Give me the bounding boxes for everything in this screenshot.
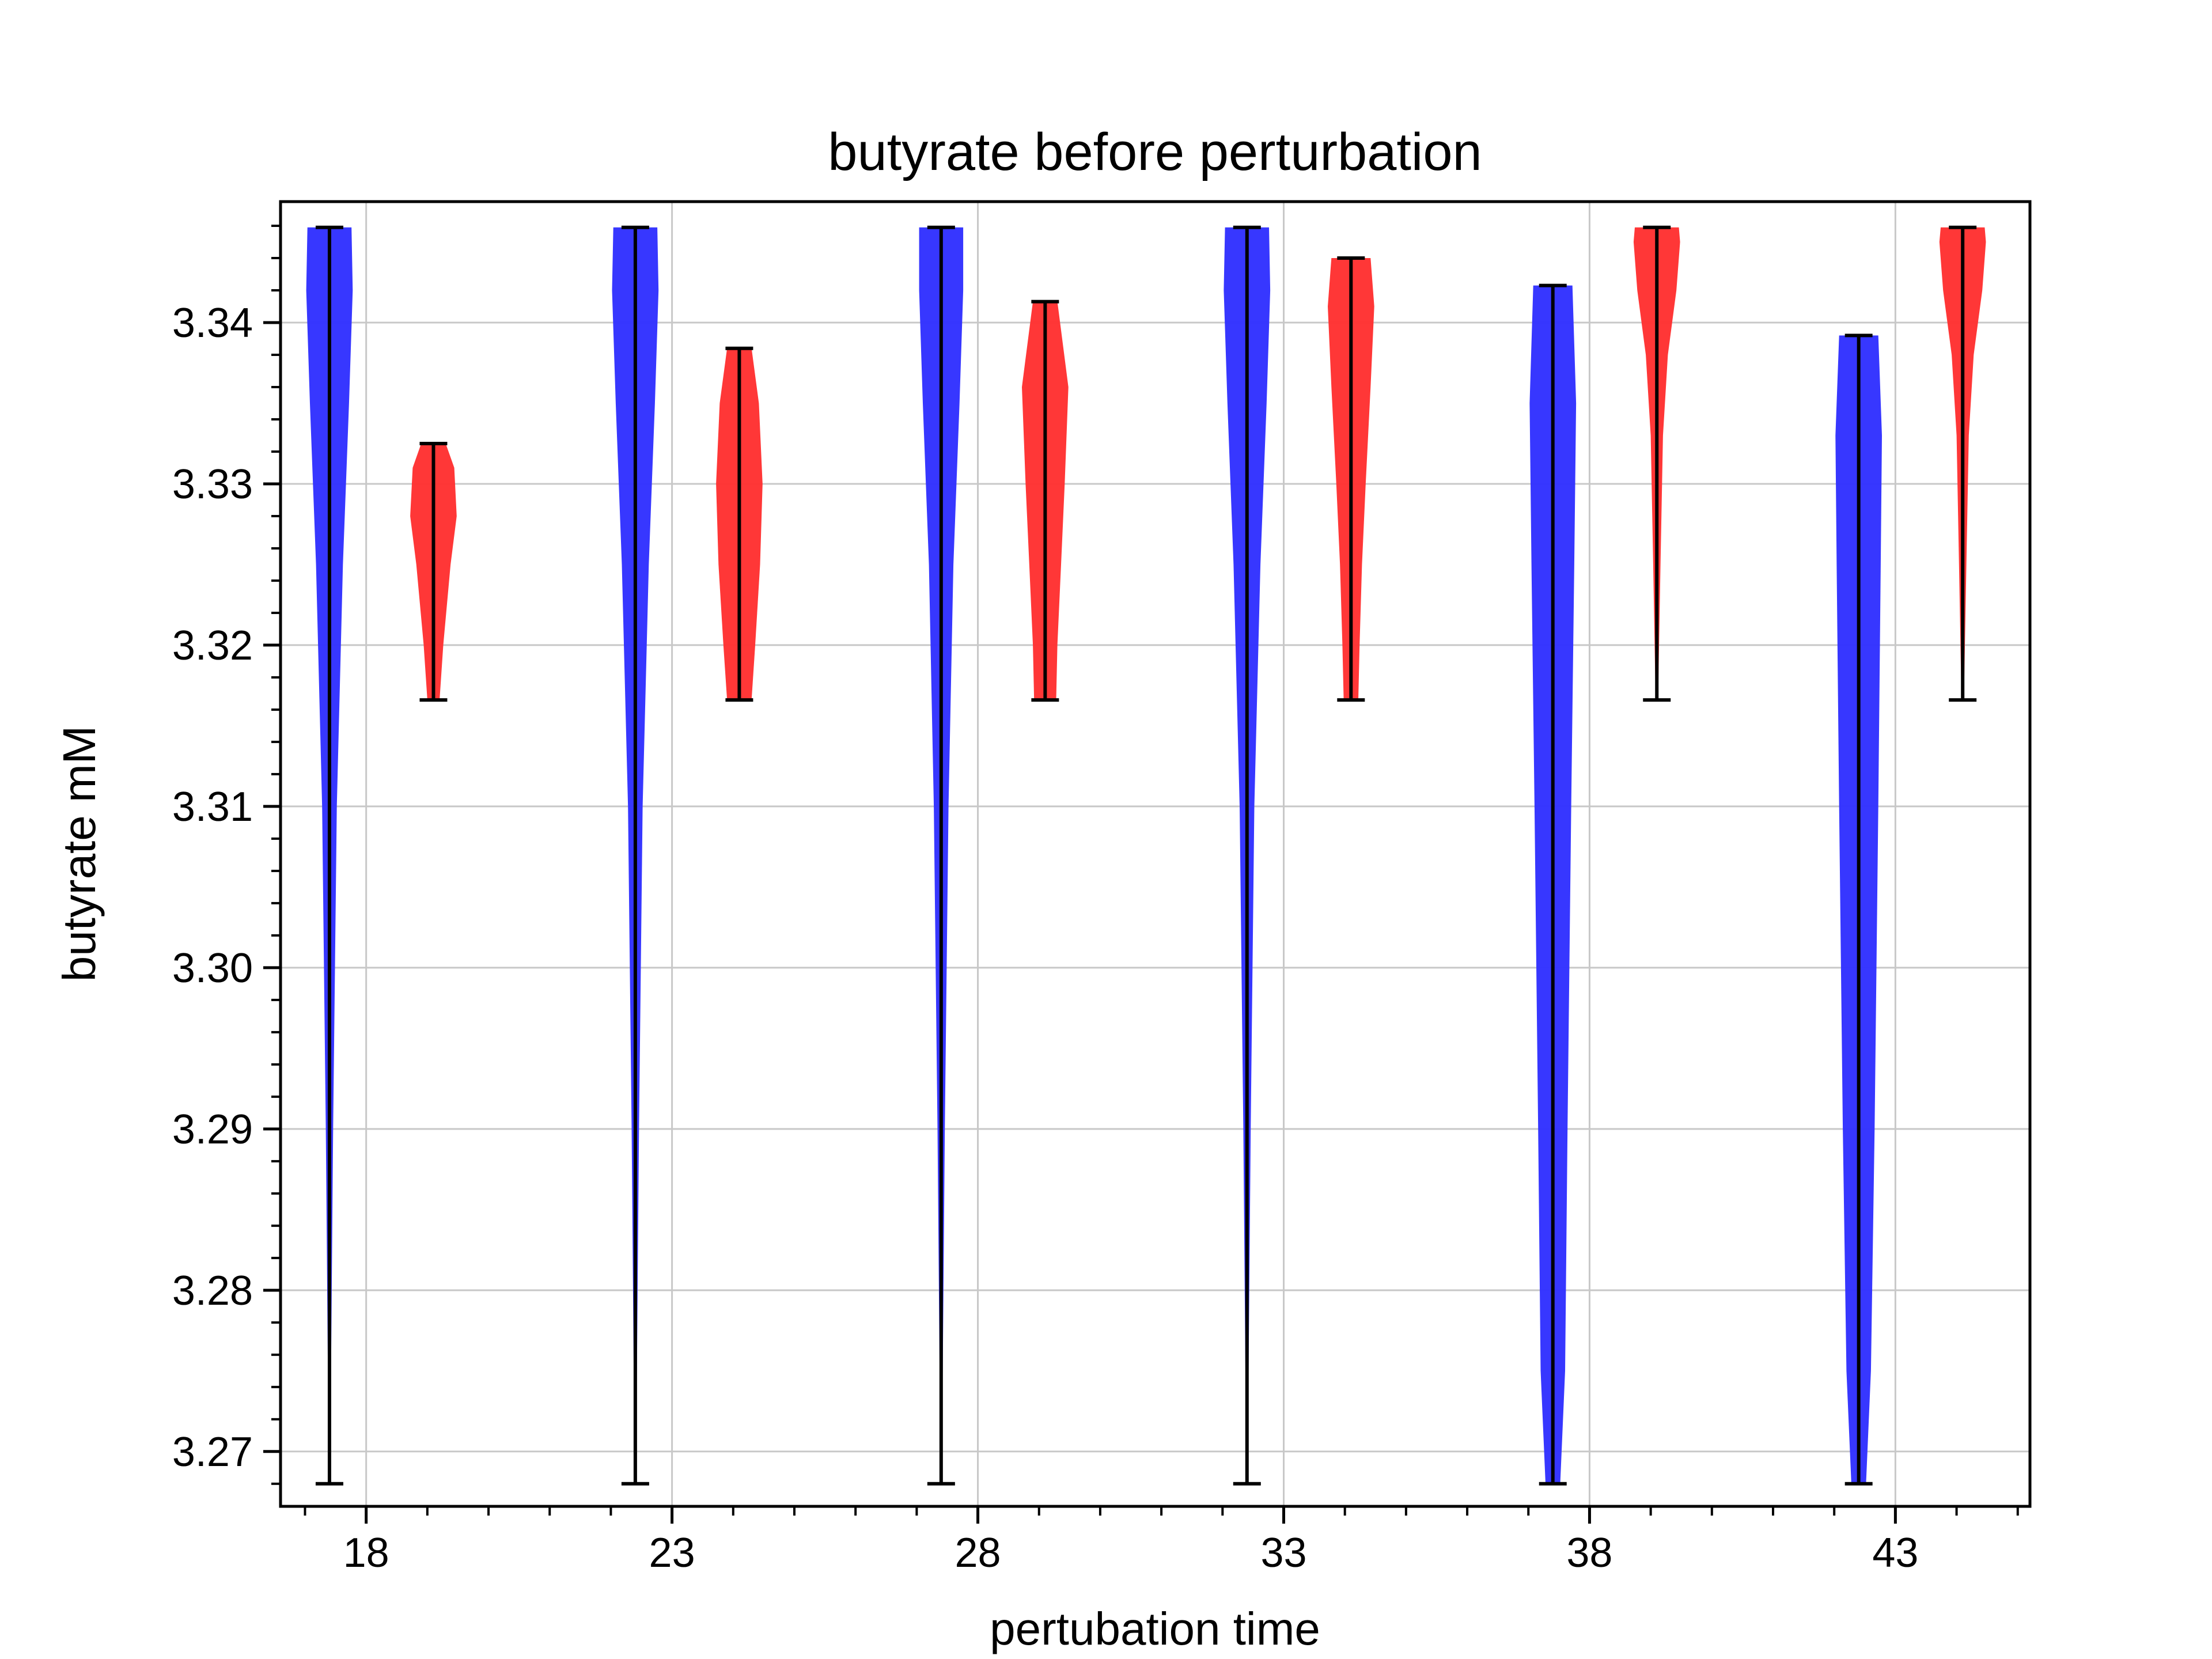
y-tick-label: 3.30 <box>172 945 253 991</box>
axis-ticks: 18 23 28 33 38 43 3.27 3.28 3.29 3.30 3.31 3.32 3.33… <box>172 224 2019 1576</box>
y-tick-label: 3.33 <box>172 461 253 507</box>
y-tick-label: 3.32 <box>172 623 253 669</box>
y-tick-label: 3.28 <box>172 1268 253 1314</box>
x-axis-label: pertubation time <box>990 1603 1320 1654</box>
chart-title: butyrate before perturbation <box>828 123 1482 181</box>
x-tick-label: 23 <box>649 1530 695 1576</box>
x-tick-label: 38 <box>1566 1530 1612 1576</box>
grid-lines <box>281 202 2030 1506</box>
plot-frame <box>279 200 2032 1508</box>
y-tick-label: 3.29 <box>172 1107 253 1153</box>
x-tick-label: 28 <box>955 1530 1001 1576</box>
y-axis-label: butyrate mM <box>54 726 105 982</box>
x-tick-label: 43 <box>1872 1530 1918 1576</box>
y-tick-label: 3.27 <box>172 1429 253 1475</box>
y-tick-label: 3.31 <box>172 784 253 830</box>
violins <box>306 225 1986 1486</box>
x-tick-label: 33 <box>1260 1530 1306 1576</box>
y-tick-label: 3.34 <box>172 300 253 346</box>
x-tick-label: 18 <box>343 1530 389 1576</box>
